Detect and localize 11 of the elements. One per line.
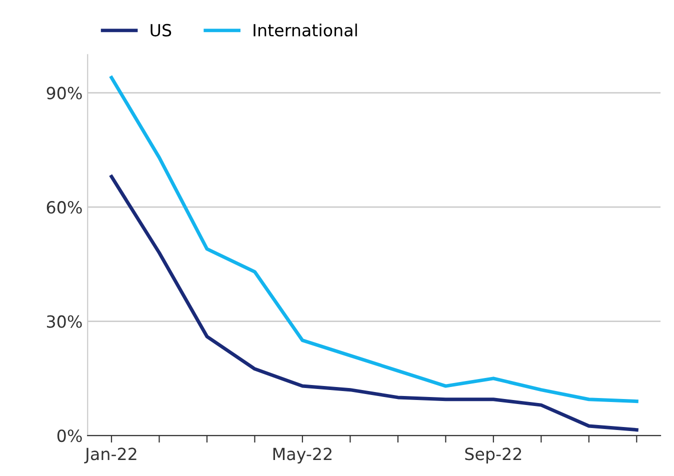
y-tick-label: 60% [46, 201, 82, 214]
legend-label: US [150, 24, 172, 37]
legend-label: International [254, 24, 357, 37]
line-series [110, 174, 638, 432]
x-tick-label: Sep-22 [465, 448, 522, 464]
x-tick-label: Jan-22 [84, 448, 136, 464]
x-tick-label: May-22 [273, 448, 332, 464]
y-tick-label: 30% [46, 315, 82, 328]
y-tick-label: 90% [46, 86, 82, 100]
line-series [110, 76, 638, 404]
y-tick-label: 0% [57, 430, 82, 442]
